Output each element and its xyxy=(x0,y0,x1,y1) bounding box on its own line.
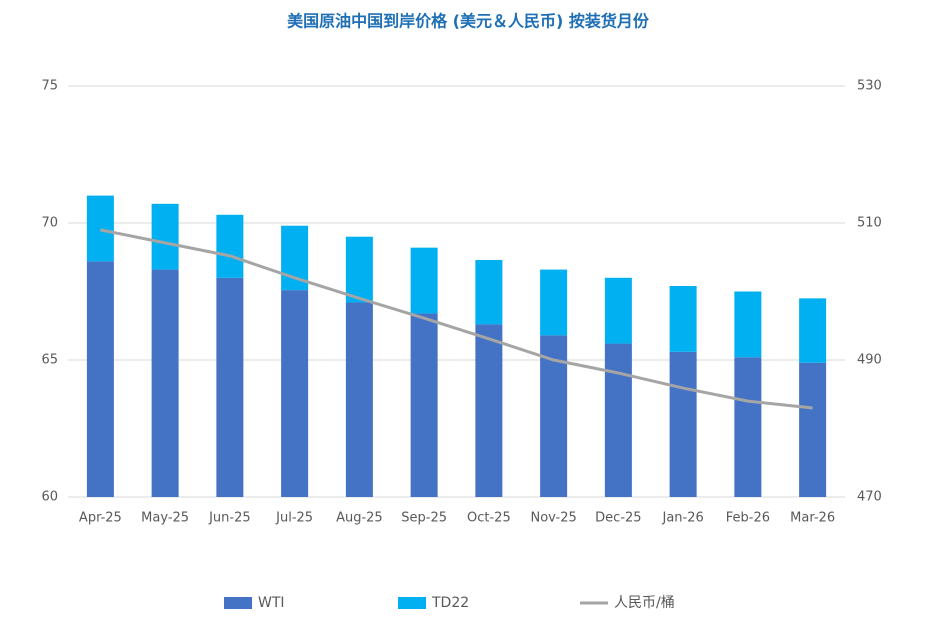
x-tick-label: Aug-25 xyxy=(336,511,383,526)
x-tick-label: Nov-25 xyxy=(530,511,576,526)
bar xyxy=(540,269,568,336)
y2-tick-label: 470 xyxy=(857,490,882,505)
bar xyxy=(799,298,827,363)
bar xyxy=(86,261,114,497)
bar xyxy=(410,313,438,497)
chart-title: 美国原油中国到岸价格 (美元＆人民币) 按装货月份 xyxy=(287,12,650,31)
bar xyxy=(345,302,373,497)
bar xyxy=(151,269,179,497)
x-tick-label: Jul-25 xyxy=(275,511,313,526)
bar xyxy=(669,351,697,497)
y-tick-label: 70 xyxy=(41,216,58,231)
y-tick-label: 65 xyxy=(41,353,58,368)
y2-tick-label: 530 xyxy=(857,79,882,94)
bar xyxy=(216,214,244,278)
bar xyxy=(669,286,697,352)
bar xyxy=(799,362,827,497)
x-tick-label: Jun-25 xyxy=(208,511,251,526)
bar xyxy=(86,195,114,262)
x-tick-label: Jan-26 xyxy=(661,511,703,526)
bar xyxy=(604,343,632,497)
legend-label: TD22 xyxy=(431,595,469,611)
bar xyxy=(734,357,762,497)
bar xyxy=(410,247,438,314)
bar xyxy=(604,277,632,344)
bar xyxy=(475,324,503,497)
y2-tick-label: 510 xyxy=(857,216,882,231)
legend-swatch xyxy=(398,597,426,609)
y2-tick-label: 490 xyxy=(857,353,882,368)
x-tick-label: Dec-25 xyxy=(595,511,641,526)
line xyxy=(100,228,813,410)
bar xyxy=(216,277,244,497)
x-tick-label: Feb-26 xyxy=(726,511,770,526)
x-tick-label: Apr-25 xyxy=(79,511,122,526)
x-tick-label: May-25 xyxy=(141,511,189,526)
bar xyxy=(475,259,503,325)
y-tick-label: 60 xyxy=(41,490,58,505)
legend-label: WTI xyxy=(258,595,285,611)
bar xyxy=(151,203,179,270)
x-tick-label: Oct-25 xyxy=(467,511,511,526)
legend-swatch xyxy=(224,597,252,609)
bar xyxy=(281,290,309,497)
bar xyxy=(734,291,762,358)
y-tick-label: 75 xyxy=(41,79,58,94)
x-tick-label: Sep-25 xyxy=(401,511,447,526)
bar xyxy=(345,236,373,303)
x-tick-label: Mar-26 xyxy=(790,511,835,526)
legend-label: 人民币/桶 xyxy=(614,595,675,611)
